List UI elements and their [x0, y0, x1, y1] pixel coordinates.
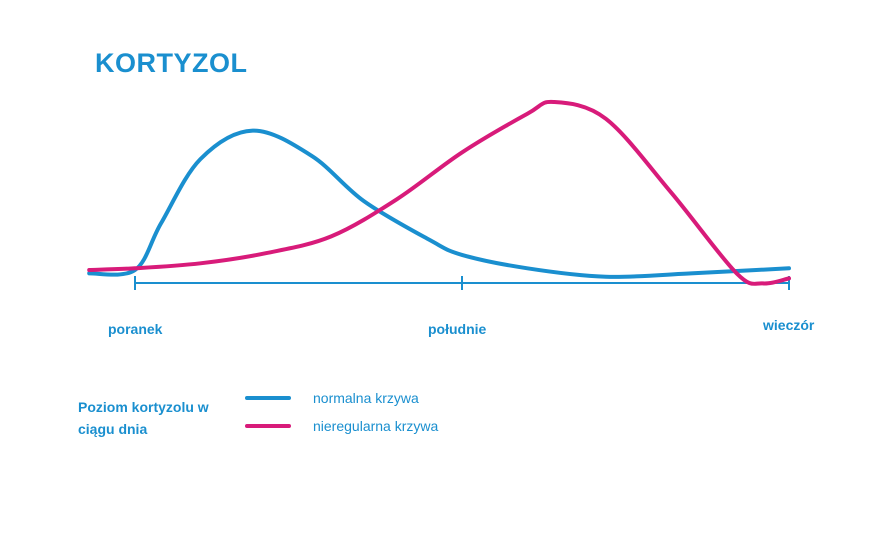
series-line-normal — [87, 128, 791, 279]
legend-swatch-normal — [245, 396, 291, 400]
legend-title: Poziom kortyzolu w ciągu dnia — [78, 399, 209, 437]
legend-swatch-irregular — [245, 424, 291, 428]
x-tick-label-evening: wieczór — [763, 317, 815, 333]
series-line-irregular — [87, 99, 791, 286]
x-tick-label-noon: południe — [428, 321, 487, 337]
time-axis — [134, 276, 790, 290]
legend-item-normal: normalna krzywa — [245, 388, 419, 408]
legend-item-irregular: nieregularna krzywa — [245, 416, 438, 436]
chart-title: KORTYZOL — [95, 48, 248, 78]
legend-label-normal: normalna krzywa — [313, 390, 419, 406]
series-lines — [87, 99, 791, 286]
legend-label-irregular: nieregularna krzywa — [313, 418, 439, 434]
x-tick-label-morning: poranek — [108, 321, 163, 337]
